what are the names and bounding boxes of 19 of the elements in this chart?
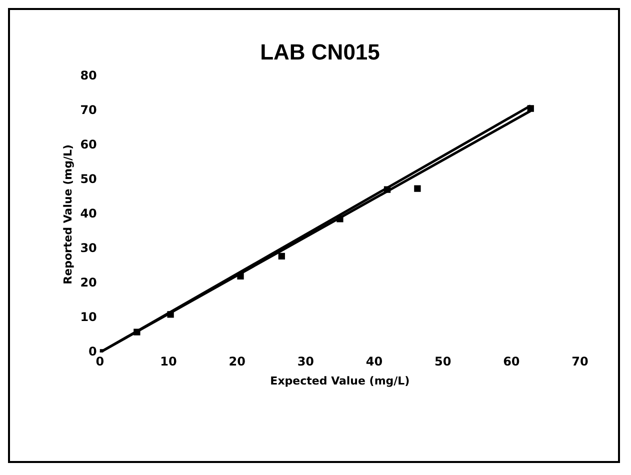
x-tick-label: 60 bbox=[503, 354, 520, 369]
y-tick-label: 0 bbox=[88, 344, 97, 359]
y-axis-title: Reported Value (mg/L) bbox=[61, 144, 74, 284]
x-tick-label: 50 bbox=[434, 354, 452, 369]
x-tick-label: 20 bbox=[228, 354, 246, 369]
y-tick-label: 30 bbox=[80, 241, 97, 256]
y-tick-label: 70 bbox=[80, 103, 97, 118]
chart-title: LAB CN015 bbox=[260, 39, 380, 64]
y-tick-label: 20 bbox=[80, 276, 97, 290]
x-tick-label: 70 bbox=[572, 354, 588, 369]
y-tick-label: 50 bbox=[80, 172, 97, 186]
x-tick-label: 30 bbox=[297, 354, 314, 369]
x-tick-label: 40 bbox=[366, 354, 383, 369]
x-axis-title: Expected Value (mg/L) bbox=[270, 374, 410, 388]
y-tick-label: 60 bbox=[80, 138, 97, 152]
y-tick-label: 80 bbox=[80, 68, 97, 83]
x-tick-label: 10 bbox=[160, 354, 177, 369]
y-tick-label: 10 bbox=[80, 310, 97, 324]
y-tick-label: 40 bbox=[80, 206, 97, 221]
